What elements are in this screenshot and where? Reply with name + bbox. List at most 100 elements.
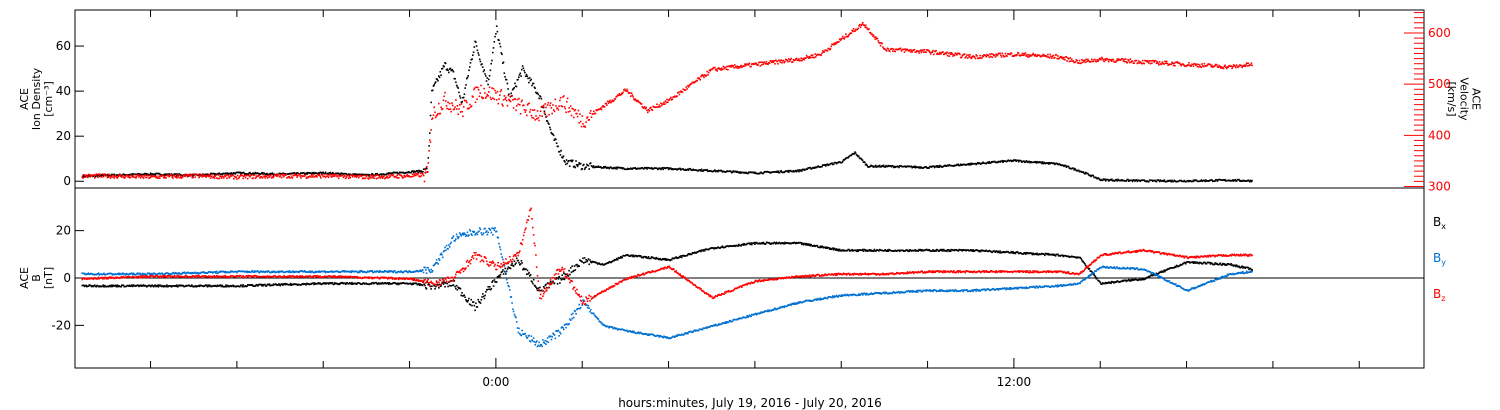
data-point [1004, 52, 1007, 55]
data-point [1121, 179, 1123, 181]
data-point [1062, 255, 1065, 258]
data-point [208, 173, 210, 176]
data-point [390, 172, 392, 174]
data-point [142, 285, 144, 287]
data-point [260, 173, 262, 175]
data-point [268, 176, 271, 178]
data-point [1087, 58, 1089, 61]
data-point [279, 284, 282, 287]
data-point [698, 77, 701, 79]
data-point [261, 283, 264, 286]
data-point [1030, 252, 1033, 255]
data-point [475, 302, 477, 305]
data-point [904, 165, 906, 167]
data-point [299, 175, 301, 177]
data-point [300, 177, 302, 179]
data-point [745, 171, 748, 174]
data-point [656, 167, 658, 170]
data-point [851, 29, 853, 32]
data-point [655, 106, 658, 108]
data-point [102, 284, 104, 286]
data-point [1094, 275, 1096, 277]
data-point [1166, 62, 1169, 65]
data-point [1036, 55, 1038, 57]
data-point [509, 267, 512, 270]
data-point [1104, 282, 1106, 285]
data-point [267, 174, 270, 177]
data-point [529, 111, 531, 113]
data-point [470, 298, 472, 301]
data-point [740, 245, 742, 247]
data-point [278, 271, 280, 274]
data-point [1003, 251, 1005, 253]
data-point [889, 50, 891, 53]
data-point [427, 157, 430, 159]
data-point [1183, 179, 1186, 182]
data-point [428, 150, 430, 152]
data-point [664, 259, 667, 261]
data-point [465, 300, 468, 302]
data-point [529, 79, 532, 82]
data-point [101, 174, 103, 176]
data-point [800, 169, 802, 171]
data-point [1169, 267, 1172, 269]
data-point [653, 106, 655, 108]
data-point [527, 77, 529, 80]
data-point [714, 169, 716, 171]
data-point [717, 67, 720, 69]
data-point [233, 175, 236, 178]
data-point [857, 250, 859, 252]
data-point [899, 250, 901, 253]
data-point [1138, 278, 1141, 280]
data-point [210, 175, 213, 178]
data-point [373, 177, 375, 179]
data-point [194, 176, 197, 178]
data-point [745, 243, 748, 246]
data-point [480, 84, 482, 87]
data-point [1075, 59, 1078, 61]
data-point [825, 246, 828, 248]
data-point [1248, 268, 1250, 271]
data-point [758, 61, 761, 64]
data-point [1014, 252, 1017, 255]
data-point [1040, 55, 1042, 58]
data-point [1158, 179, 1160, 182]
data-point [872, 34, 875, 36]
data-point [686, 88, 688, 90]
data-point [246, 285, 248, 288]
data-point [721, 170, 723, 172]
data-point [569, 110, 571, 113]
data-point [885, 49, 887, 51]
data-point [226, 174, 229, 176]
data-point [552, 104, 554, 106]
data-point [1082, 171, 1085, 173]
data-point [108, 175, 110, 177]
data-point [515, 109, 517, 112]
data-point [841, 37, 843, 40]
data-point [400, 174, 402, 177]
data-point [861, 23, 863, 26]
data-point [623, 89, 625, 91]
data-point [473, 88, 475, 91]
data-point [865, 249, 868, 251]
data-point [235, 176, 237, 178]
data-point [1009, 53, 1011, 56]
data-point [547, 102, 550, 104]
data-point [354, 175, 357, 177]
data-point [459, 97, 462, 99]
data-point [1153, 61, 1155, 63]
data-point [660, 259, 663, 261]
data-point [482, 97, 485, 99]
data-point [621, 93, 624, 95]
data-point [1163, 179, 1166, 181]
data-point [1232, 65, 1234, 68]
data-point [313, 171, 315, 174]
data-point [93, 174, 95, 176]
left-axis-tick-label: -20 [51, 318, 71, 332]
data-point [179, 175, 182, 177]
data-point [950, 52, 953, 54]
data-point [1122, 60, 1125, 62]
data-point [221, 284, 223, 287]
data-point [1161, 61, 1164, 63]
